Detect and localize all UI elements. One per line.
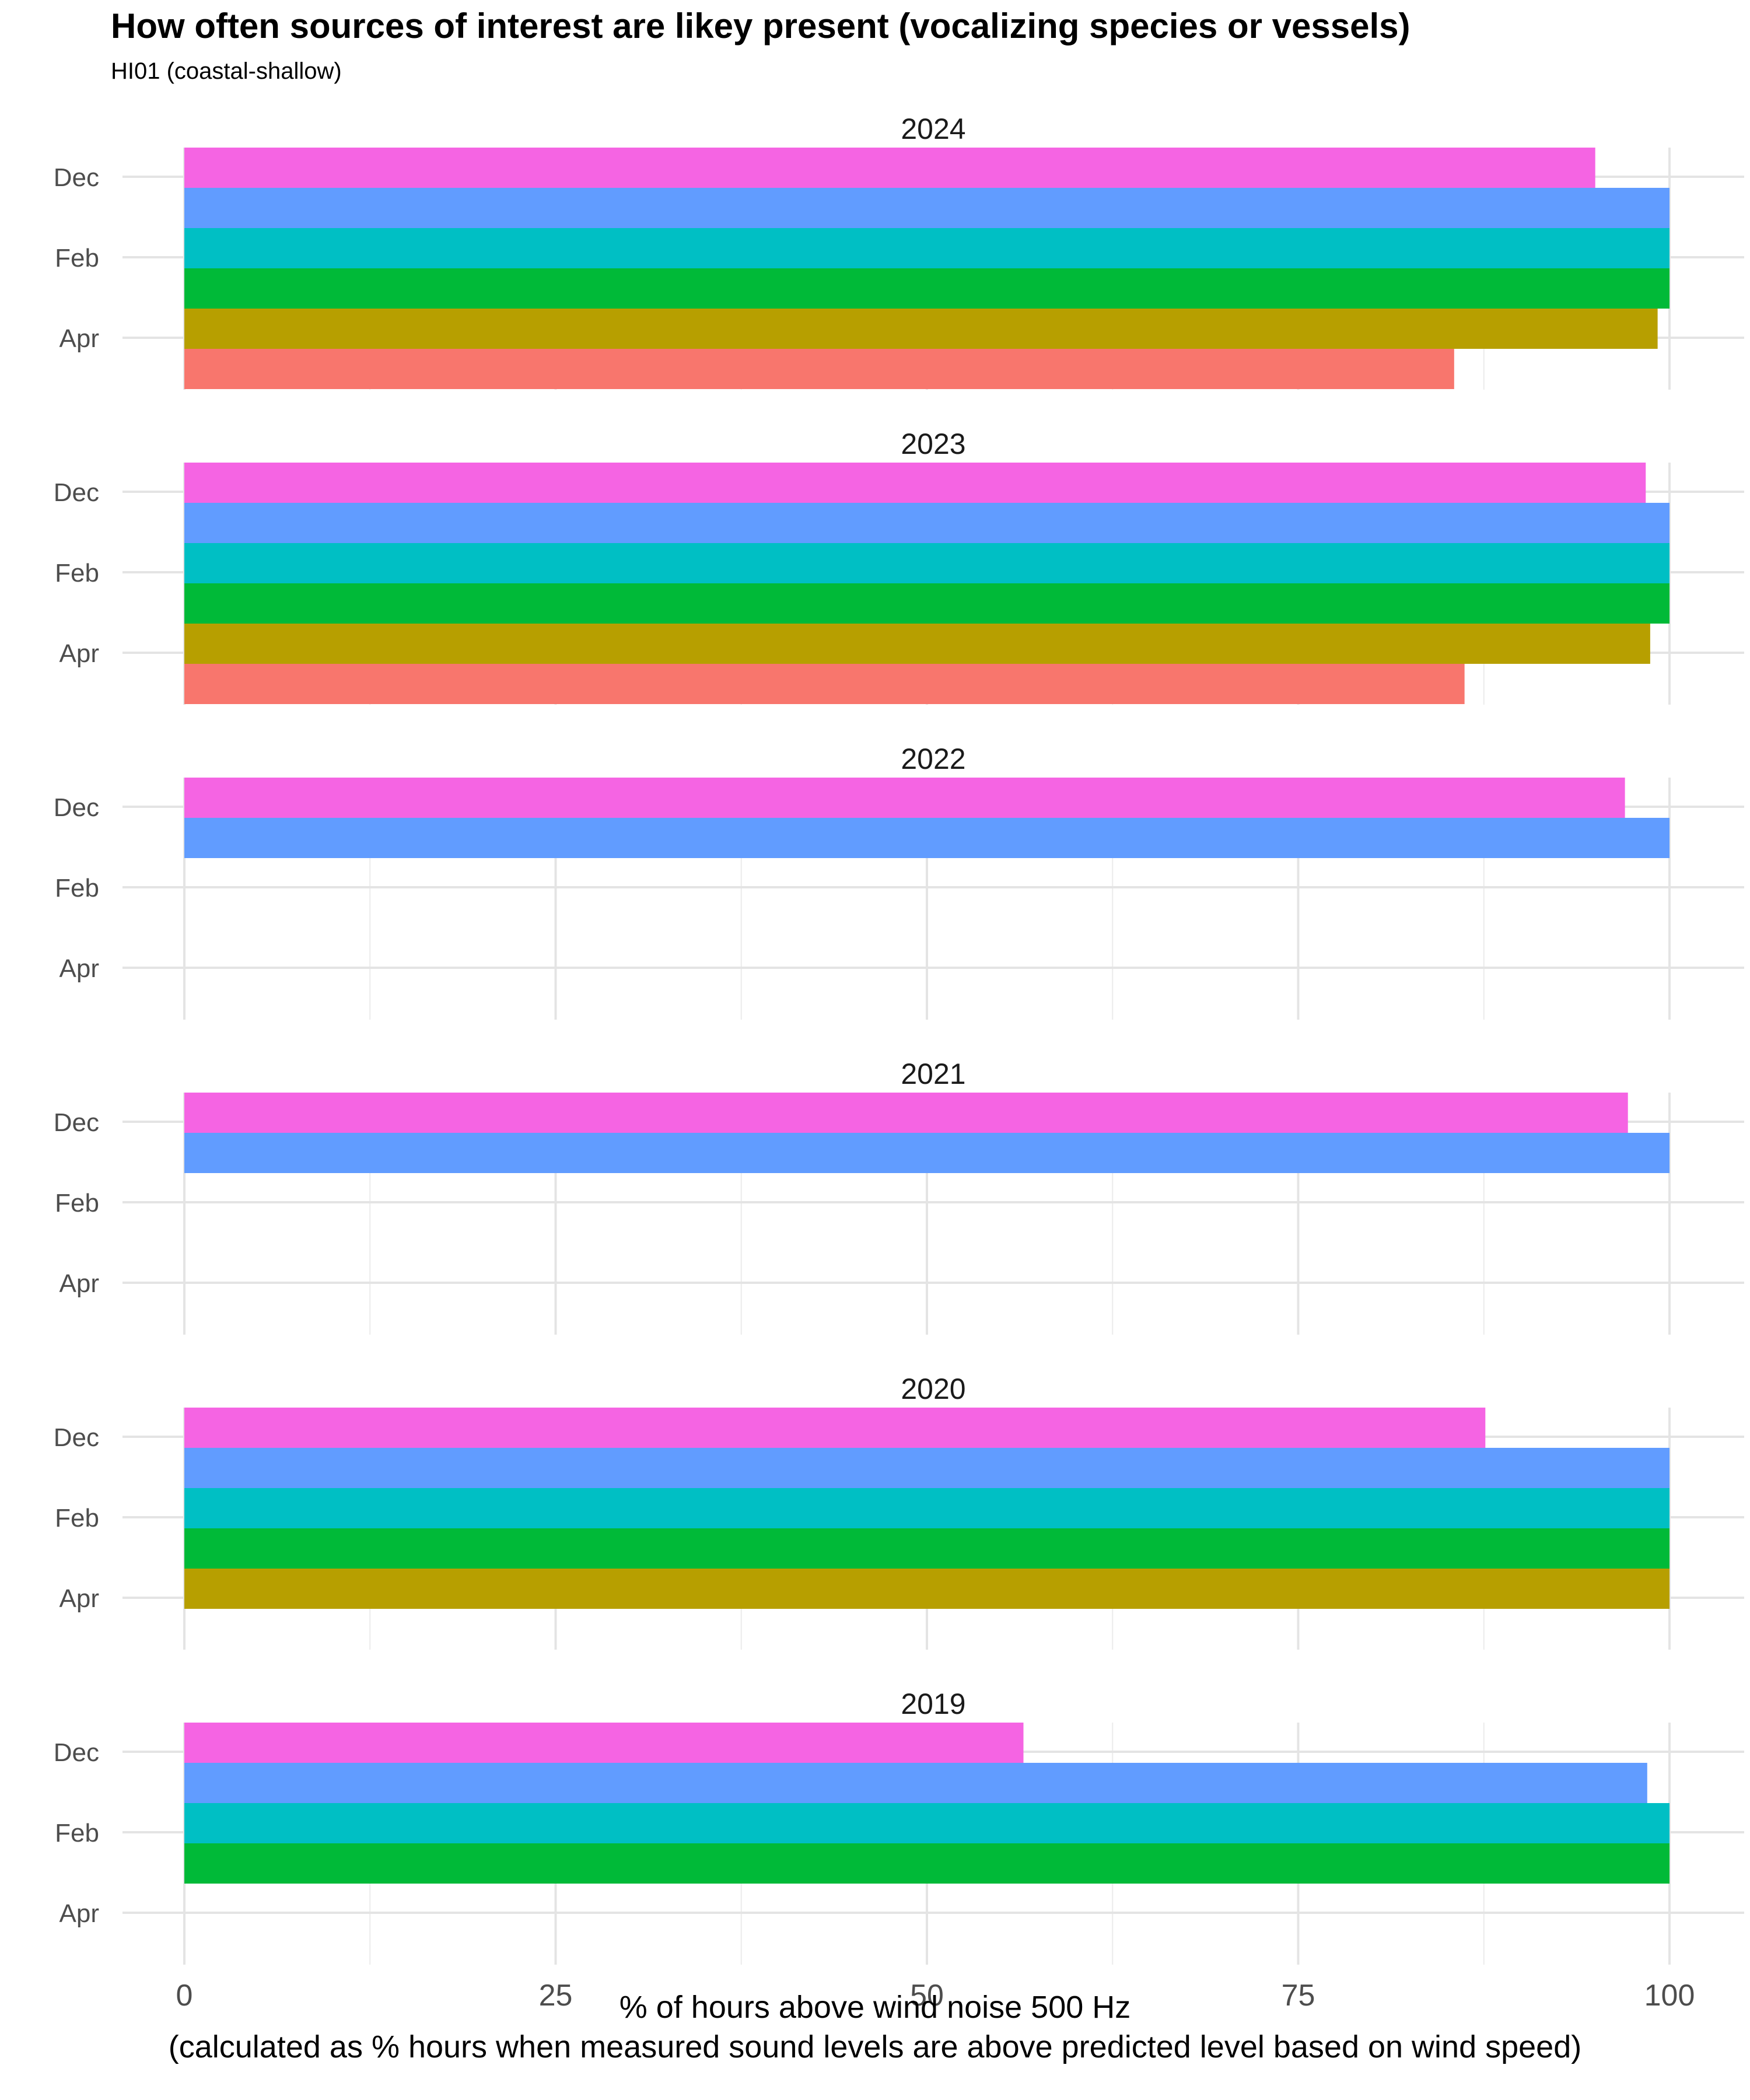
bar <box>184 1488 1670 1528</box>
y-tick-label: Feb <box>55 1189 99 1217</box>
bar <box>184 349 1454 389</box>
y-tick-label: Dec <box>54 1423 99 1452</box>
bar <box>184 583 1670 624</box>
y-tick-label: Dec <box>54 1108 99 1137</box>
y-tick-label: Apr <box>60 639 99 668</box>
bar <box>184 1723 1024 1763</box>
y-tick-label: Feb <box>55 559 99 587</box>
bar <box>184 1843 1670 1884</box>
bar <box>184 503 1670 543</box>
y-tick-label: Dec <box>54 1738 99 1767</box>
bar <box>184 1569 1670 1609</box>
y-tick-label: Feb <box>55 1819 99 1847</box>
bar <box>184 1528 1670 1569</box>
y-tick-label: Apr <box>60 954 99 983</box>
bar <box>184 309 1658 349</box>
facet-label: 2019 <box>901 1688 965 1720</box>
y-tick-label: Apr <box>60 1584 99 1613</box>
bar <box>184 1803 1670 1843</box>
bar <box>184 543 1670 583</box>
bar <box>184 1133 1670 1173</box>
facet-label: 2023 <box>901 428 965 460</box>
y-tick-label: Dec <box>54 478 99 507</box>
bar <box>184 188 1670 228</box>
y-tick-label: Feb <box>55 1504 99 1532</box>
bar <box>184 268 1670 309</box>
y-tick-label: Apr <box>60 324 99 353</box>
x-tick-label: 0 <box>176 1979 193 2013</box>
bar <box>184 1448 1670 1488</box>
y-tick-label: Feb <box>55 874 99 902</box>
facet-label: 2020 <box>901 1373 965 1405</box>
bar <box>184 778 1625 818</box>
bar <box>184 624 1650 664</box>
bar <box>184 228 1670 268</box>
y-tick-label: Feb <box>55 244 99 272</box>
facet-label: 2022 <box>901 743 965 775</box>
x-axis-subtitle: (calculated as % hours when measured sou… <box>168 2029 1582 2064</box>
x-tick-label: 100 <box>1644 1979 1695 2013</box>
bar <box>184 1408 1486 1448</box>
chart-title: How often sources of interest are likey … <box>111 6 1410 46</box>
facet-label: 2024 <box>901 113 965 145</box>
y-tick-label: Dec <box>54 793 99 822</box>
bar <box>184 818 1670 858</box>
x-tick-label: 75 <box>1282 1979 1315 2013</box>
chart-subtitle: HI01 (coastal-shallow) <box>111 58 342 84</box>
bar <box>184 1093 1628 1133</box>
bar <box>184 1763 1647 1803</box>
y-tick-label: Dec <box>54 163 99 192</box>
bar <box>184 463 1646 503</box>
bar <box>184 664 1465 704</box>
x-tick-label: 50 <box>910 1979 944 2013</box>
facet-label: 2021 <box>901 1058 965 1090</box>
y-tick-label: Apr <box>60 1269 99 1298</box>
x-axis-title: % of hours above wind noise 500 Hz <box>619 1990 1131 2025</box>
y-tick-label: Apr <box>60 1899 99 1928</box>
bar <box>184 148 1595 188</box>
x-tick-label: 25 <box>539 1979 573 2013</box>
